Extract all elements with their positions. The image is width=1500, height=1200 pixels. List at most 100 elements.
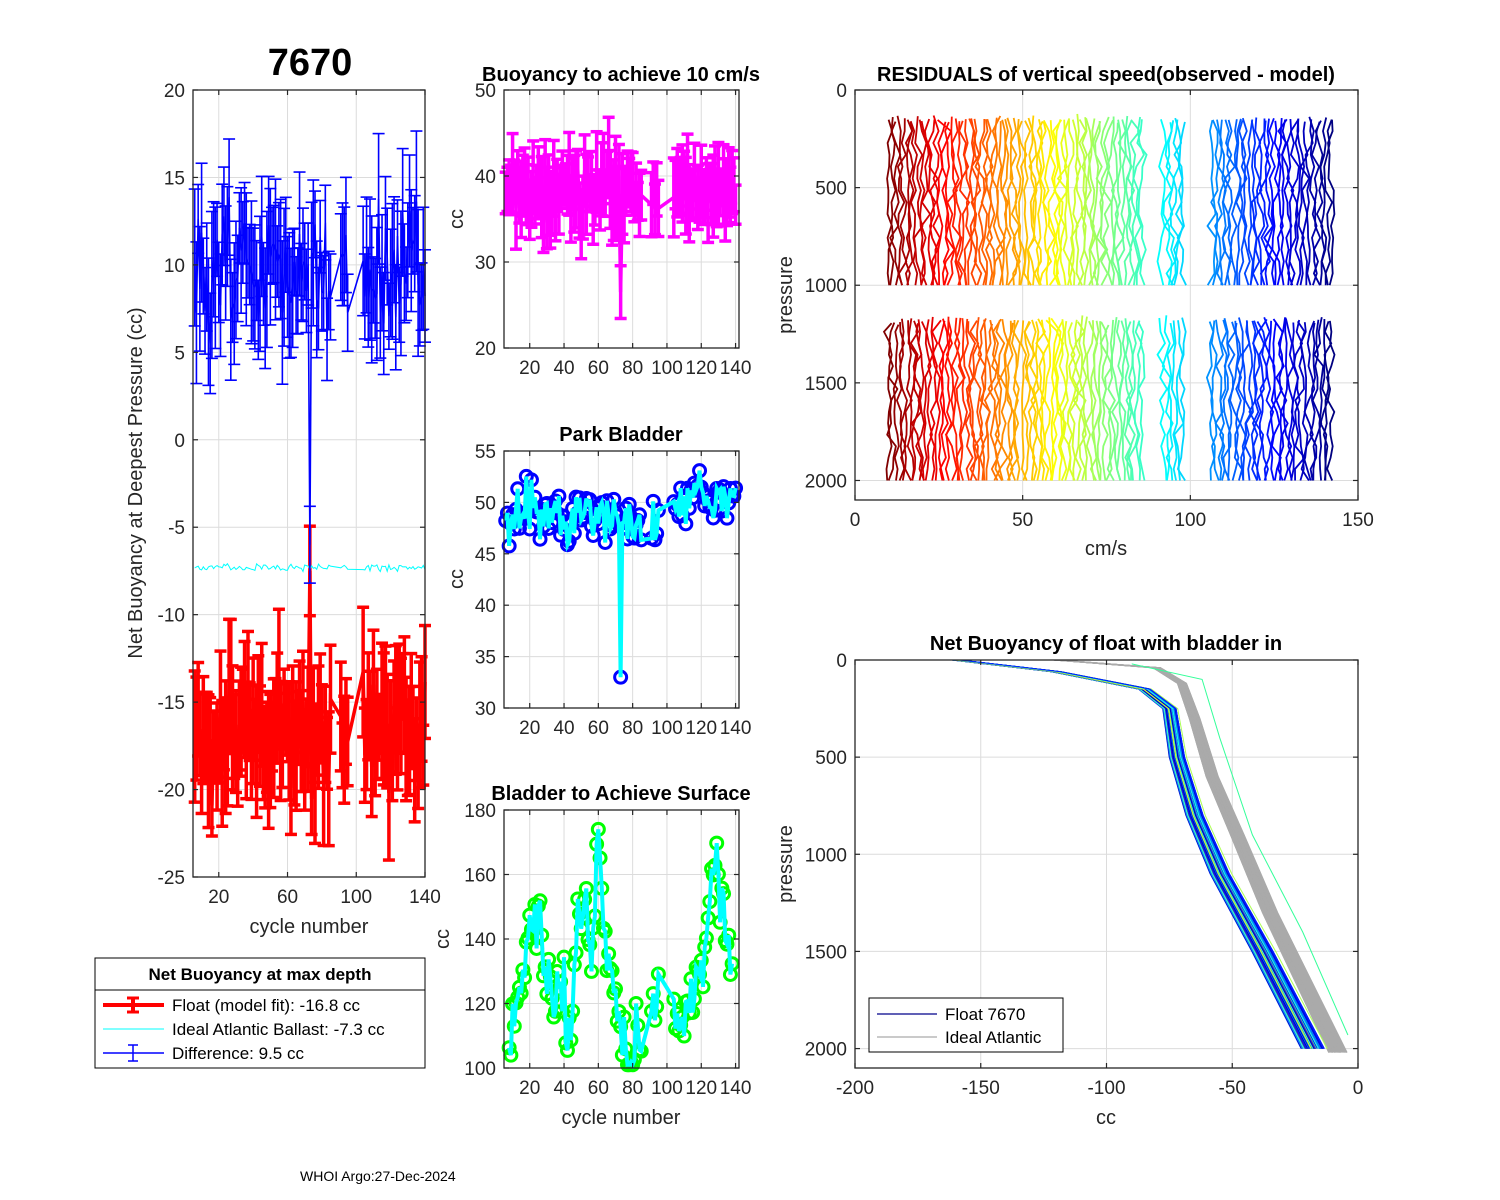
residual-profile: [1009, 319, 1020, 481]
residual-profile: [1014, 119, 1022, 286]
x-tick-label: 60: [588, 1078, 609, 1099]
residual-profile: [889, 121, 902, 286]
residual-profile: [1244, 320, 1254, 481]
residual-profile: [1277, 317, 1289, 481]
x-tick-label: 100: [651, 358, 683, 379]
y-tick-label: 500: [815, 748, 847, 769]
legend-entry-difference: Difference: 9.5 cc: [103, 1044, 304, 1063]
residual-profile: [1270, 322, 1282, 481]
residual-profile: [963, 119, 972, 286]
residual-profile: [1205, 321, 1216, 481]
residual-profile: [950, 317, 961, 481]
x-tick-label: 60: [588, 718, 609, 739]
y-tick-label: 500: [815, 179, 847, 200]
x-axis-label: cycle number: [250, 916, 369, 938]
x-tick-label: 20: [519, 358, 540, 379]
residual-profile: [1257, 318, 1269, 481]
residual-profile: [1263, 118, 1274, 286]
x-tick-label: 150: [1342, 510, 1374, 531]
y-axis-label: Net Buoyancy at Deepest Pressure (cc): [125, 307, 147, 658]
residual-profile: [1035, 119, 1043, 286]
y-tick-label: -15: [158, 693, 185, 714]
legend-entry-float: Float (model fit): -16.8 cc: [103, 996, 361, 1015]
x-tick-label: 20: [519, 718, 540, 739]
x-tick-label: 40: [553, 1078, 574, 1099]
x-tick-label: 60: [277, 887, 298, 908]
residual-profile: [973, 317, 984, 481]
residual-profile: [1056, 319, 1068, 481]
residual-profile: [935, 121, 947, 286]
residual-profile: [965, 321, 977, 481]
x-tick-label: 80: [622, 358, 643, 379]
residual-profile: [1222, 317, 1232, 481]
residual-profile: [1302, 320, 1316, 481]
residual-profile: [1124, 321, 1136, 481]
residual-profile: [1006, 320, 1016, 481]
series-line: [507, 829, 735, 1070]
residual-profile: [1313, 317, 1325, 481]
x-tick-label: 40: [553, 358, 574, 379]
buoyancy-10cms-chart: Buoyancy to achieve 10 cm/s 20 40 60 80 100 1…: [446, 64, 760, 379]
residual-profile: [1327, 119, 1336, 286]
y-axis-label: pressure: [775, 256, 797, 334]
y-tick-label: 2000: [805, 471, 847, 492]
residual-profile: [957, 120, 971, 286]
legend-label-difference: Difference: 9.5 cc: [172, 1044, 304, 1063]
residual-profile: [1173, 320, 1185, 481]
residual-profile: [1099, 116, 1110, 286]
y-tick-label: 55: [475, 442, 496, 463]
residual-profile: [1022, 320, 1032, 481]
x-axis-label: cm/s: [1085, 538, 1127, 560]
residual-profile: [1003, 322, 1014, 481]
x-tick-label: 0: [1353, 1078, 1364, 1099]
y-tick-label: 20: [164, 81, 185, 102]
residuals-chart: RESIDUALS of vertical speed(observed - m…: [775, 64, 1374, 560]
residual-profile: [994, 320, 1006, 481]
residual-profile: [920, 321, 932, 481]
residual-profile: [1165, 322, 1176, 481]
residual-profile: [1176, 317, 1187, 481]
plot-frame: [854, 89, 1359, 501]
y-tick-label: 5: [174, 343, 185, 364]
residual-profile: [1290, 322, 1300, 481]
y-tick-label: 140: [464, 930, 496, 951]
x-axis-label: cc: [1096, 1107, 1116, 1129]
residual-profile: [931, 319, 942, 481]
residual-profile: [1240, 117, 1251, 286]
residual-profile: [1075, 113, 1084, 286]
residual-profile: [1226, 321, 1237, 481]
y-tick-label: 2000: [805, 1040, 847, 1061]
residual-profile: [1029, 319, 1040, 481]
x-tick-label: -50: [1219, 1078, 1246, 1099]
legend-frame: [94, 957, 426, 1069]
x-tick-label: 140: [720, 1078, 752, 1099]
residual-profile: [1012, 319, 1021, 481]
residual-profile: [1322, 321, 1333, 481]
residual-profile: [1118, 320, 1127, 481]
residual-profile: [1053, 119, 1064, 286]
residual-profile: [1229, 320, 1241, 481]
residual-profile: [1096, 321, 1103, 481]
y-tick-label: 0: [836, 651, 847, 672]
legend-label-ideal: Ideal Atlantic Ballast: -7.3 cc: [172, 1020, 385, 1039]
float-profile: [1131, 663, 1349, 1036]
y-tick-label: -25: [158, 868, 185, 889]
y-tick-label: 0: [836, 81, 847, 102]
legend-label-ideal: Ideal Atlantic: [945, 1028, 1042, 1047]
residual-profile: [1163, 120, 1176, 286]
residual-profile: [1068, 319, 1080, 481]
y-tick-label: -5: [168, 518, 185, 539]
park-bladder-chart: Park Bladder 20 40 60 80 100 120 140 30 35 40 45 50…: [446, 424, 751, 739]
residual-profile: [1176, 121, 1187, 286]
residual-profile: [1311, 319, 1323, 481]
residual-profile: [1296, 118, 1306, 286]
residual-profile: [1251, 320, 1261, 481]
residual-profile: [1223, 119, 1236, 286]
series-line: [503, 470, 738, 678]
x-tick-label: 120: [685, 1078, 717, 1099]
x-tick-label: 100: [340, 887, 372, 908]
residual-profile: [954, 121, 964, 286]
residual-profile: [886, 119, 895, 286]
residual-profile: [924, 118, 937, 286]
residual-profile: [1310, 121, 1322, 286]
